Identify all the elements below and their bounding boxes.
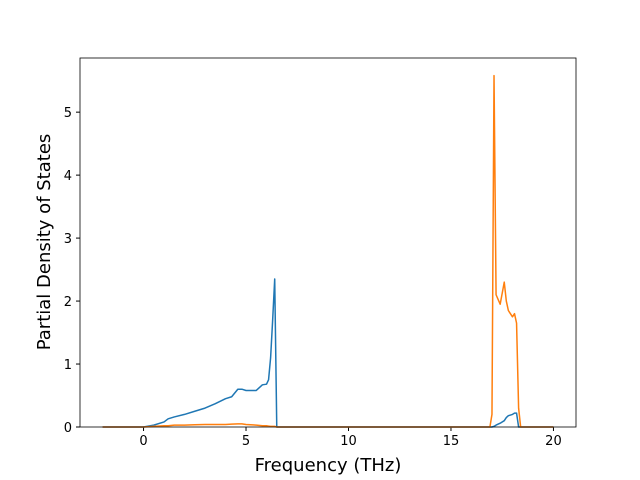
x-tick-label: 20 bbox=[545, 434, 562, 449]
y-tick-label: 0 bbox=[64, 421, 72, 436]
y-tick-label: 5 bbox=[64, 106, 72, 121]
x-tick-label: 0 bbox=[139, 434, 147, 449]
x-tick-label: 10 bbox=[340, 434, 357, 449]
plot-frame bbox=[79, 57, 577, 428]
y-tick-label: 4 bbox=[64, 169, 72, 184]
x-tick-label: 5 bbox=[242, 434, 250, 449]
y-tick-label: 1 bbox=[64, 358, 72, 373]
x-tick-label: 15 bbox=[443, 434, 460, 449]
y-tick-label: 2 bbox=[64, 295, 72, 310]
x-axis-label: Frequency (THz) bbox=[255, 455, 402, 476]
data-line bbox=[102, 74, 554, 428]
data-line bbox=[102, 278, 554, 428]
y-axis-label: Partial Density of States bbox=[34, 134, 55, 351]
y-tick-label: 3 bbox=[64, 232, 72, 247]
